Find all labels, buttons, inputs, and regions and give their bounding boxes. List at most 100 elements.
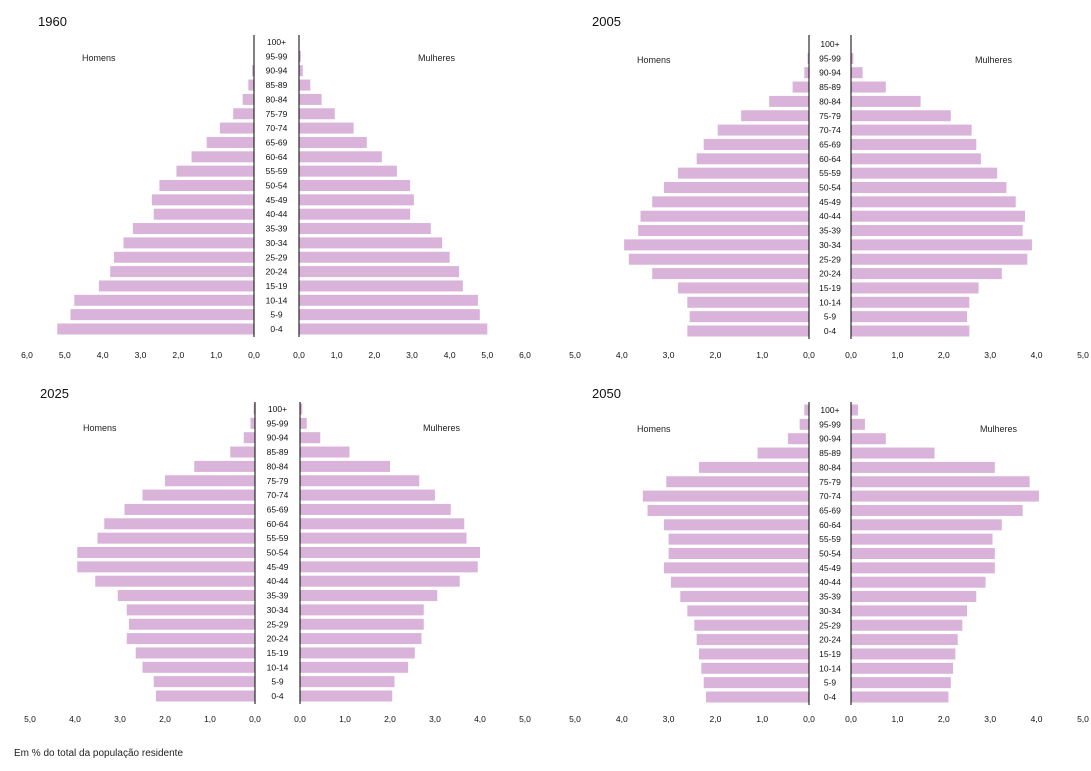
bar-homens-50-54 — [668, 548, 809, 559]
bar-mulheres-40-44 — [851, 210, 1025, 222]
bar-mulheres-30-34 — [299, 237, 443, 249]
category-label: 35-39 — [819, 226, 841, 236]
bar-homens-0-4 — [57, 323, 255, 335]
bar-mulheres-45-49 — [299, 194, 414, 206]
tick-label: 0,0 — [803, 350, 815, 360]
tick-label: 1,0 — [756, 714, 768, 724]
bar-homens-30-34 — [123, 237, 254, 249]
bar-mulheres-30-34 — [851, 605, 967, 617]
category-label: 90-94 — [819, 68, 841, 78]
bar-homens-40-44 — [640, 210, 809, 222]
tick-label: 1,0 — [891, 350, 903, 360]
bar-homens-60-64 — [696, 153, 809, 165]
bar-mulheres-25-29 — [851, 253, 1028, 265]
category-label: 95-99 — [267, 418, 289, 428]
bar-homens-35-39 — [680, 591, 809, 603]
category-label: 85-89 — [267, 447, 289, 457]
tick-label: 1,0 — [210, 350, 222, 360]
category-label: 60-64 — [819, 154, 841, 164]
category-label: 65-69 — [267, 504, 289, 514]
bar-homens-55-59 — [677, 167, 809, 179]
footnote: Em % do total da população residente — [14, 748, 183, 759]
bar-homens-65-69 — [124, 503, 255, 515]
category-label: 45-49 — [819, 563, 841, 573]
bar-homens-60-64 — [191, 151, 254, 163]
tick-label: 5,0 — [569, 714, 581, 724]
bar-homens-85-89 — [230, 446, 255, 458]
bar-homens-60-64 — [663, 519, 809, 531]
tick-label: 3,0 — [406, 350, 418, 360]
bar-homens-90-94 — [787, 433, 809, 445]
tick-label: 3,0 — [663, 714, 675, 724]
bar-mulheres-70-74 — [299, 122, 354, 134]
tick-label: 1,0 — [204, 714, 216, 724]
bar-mulheres-15-19 — [299, 280, 463, 292]
bar-homens-30-34 — [126, 604, 255, 616]
category-label: 10-14 — [819, 663, 841, 673]
category-label: 10-14 — [267, 662, 289, 672]
bar-homens-65-69 — [647, 504, 809, 516]
tick-label: 0,0 — [803, 714, 815, 724]
category-label: 45-49 — [267, 562, 289, 572]
tick-label: 4,0 — [474, 714, 486, 724]
bar-mulheres-20-24 — [299, 266, 460, 278]
bar-mulheres-90-94 — [300, 432, 321, 444]
bar-mulheres-25-29 — [851, 619, 963, 631]
bar-mulheres-20-24 — [851, 268, 1002, 280]
bar-homens-75-79 — [741, 110, 809, 122]
bar-mulheres-5-9 — [851, 311, 967, 323]
bar-mulheres-85-89 — [851, 447, 935, 459]
category-label: 25-29 — [267, 619, 289, 629]
category-label: 90-94 — [266, 66, 288, 76]
right-series-label: Mulheres — [980, 424, 1018, 434]
category-label: 60-64 — [819, 520, 841, 530]
category-label: 40-44 — [266, 209, 288, 219]
category-label: 75-79 — [266, 109, 288, 119]
category-label: 100+ — [267, 37, 286, 47]
bar-homens-75-79 — [666, 476, 809, 488]
tick-label: 4,0 — [97, 350, 109, 360]
bar-homens-95-99 — [250, 417, 255, 429]
bar-homens-35-39 — [117, 590, 255, 602]
bar-homens-15-19 — [677, 282, 809, 294]
category-label: 40-44 — [819, 577, 841, 587]
category-label: 95-99 — [819, 419, 841, 429]
bar-homens-70-74 — [142, 489, 255, 501]
bar-homens-80-84 — [699, 461, 809, 473]
bar-homens-60-64 — [104, 518, 255, 530]
bar-homens-50-54 — [663, 182, 809, 193]
bar-mulheres-75-79 — [851, 476, 1030, 488]
bar-mulheres-35-39 — [851, 225, 1023, 237]
bar-mulheres-95-99 — [300, 417, 307, 429]
tick-label: 3,0 — [663, 350, 675, 360]
bar-mulheres-80-84 — [851, 461, 995, 473]
bar-mulheres-20-24 — [851, 634, 958, 646]
bar-mulheres-30-34 — [300, 604, 424, 616]
chart-title: 1960 — [38, 14, 67, 29]
bar-homens-40-44 — [670, 576, 809, 588]
bar-mulheres-60-64 — [851, 153, 981, 165]
bar-mulheres-0-4 — [851, 691, 949, 703]
bar-homens-10-14 — [74, 294, 255, 306]
category-label: 35-39 — [267, 591, 289, 601]
tick-label: 1,0 — [891, 714, 903, 724]
category-label: 20-24 — [267, 634, 289, 644]
bar-mulheres-50-54 — [851, 182, 1007, 193]
tick-label: 1,0 — [331, 350, 343, 360]
bar-homens-95-99 — [799, 418, 809, 430]
bar-homens-0-4 — [687, 325, 809, 337]
bar-mulheres-25-29 — [299, 251, 450, 263]
category-label: 85-89 — [819, 82, 841, 92]
right-series-label: Mulheres — [423, 423, 461, 433]
bar-homens-95-99 — [807, 52, 809, 64]
bar-mulheres-50-54 — [300, 547, 480, 558]
category-label: 70-74 — [267, 490, 289, 500]
bar-homens-80-84 — [769, 95, 809, 107]
category-label: 5-9 — [824, 312, 837, 322]
category-label: 65-69 — [819, 505, 841, 515]
tick-label: 2,0 — [709, 350, 721, 360]
category-label: 0-4 — [824, 326, 837, 336]
bar-homens-50-54 — [159, 180, 254, 191]
category-label: 80-84 — [267, 461, 289, 471]
